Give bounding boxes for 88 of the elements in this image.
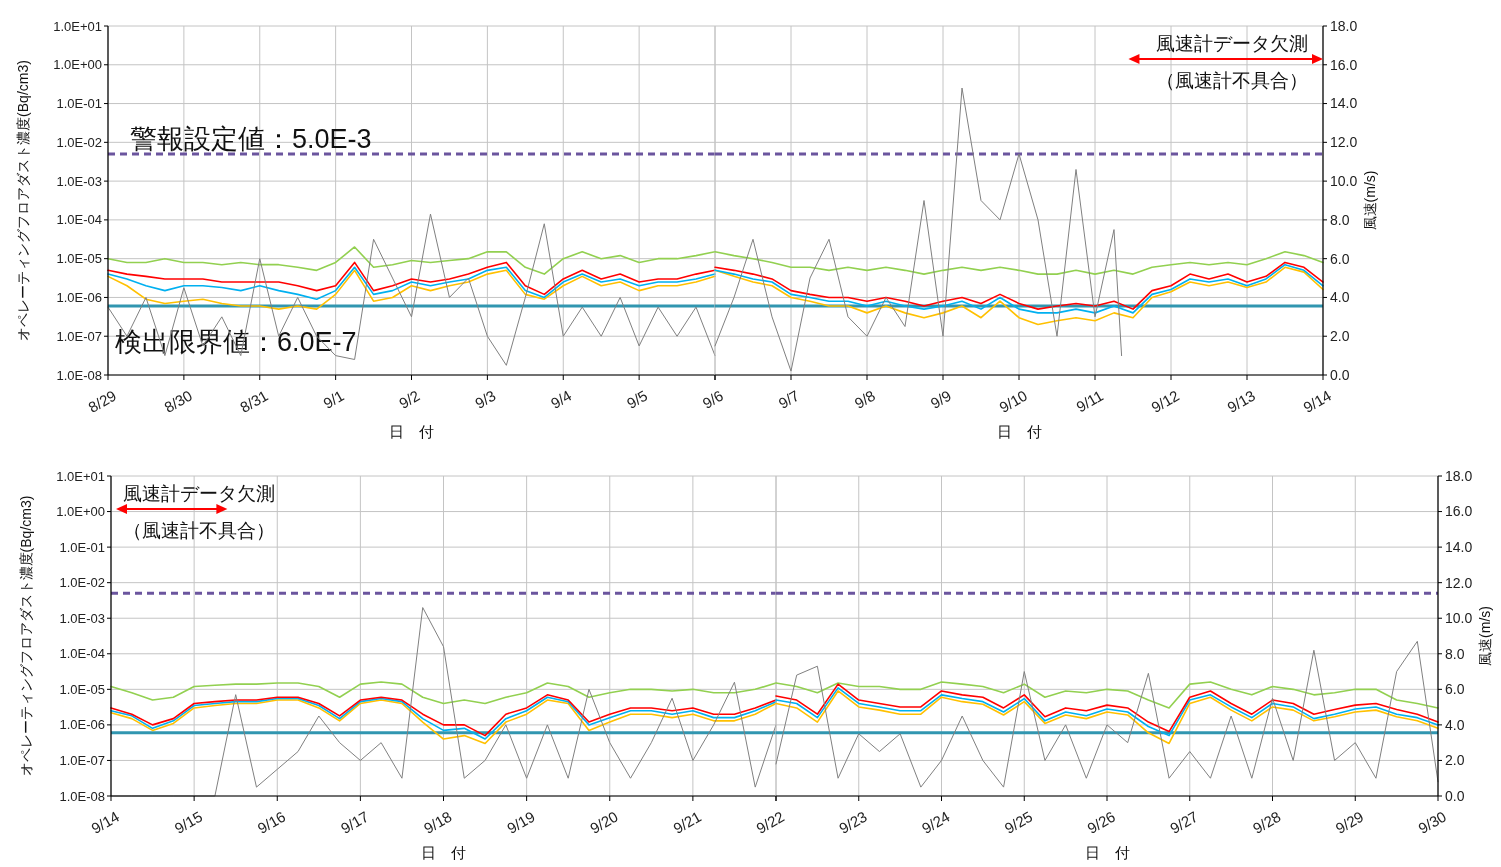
y2-tick-label: 16.0 <box>1330 56 1358 73</box>
y-tick-label: 1.0E-08 <box>59 788 105 804</box>
x-tick-label: 9/14 <box>1300 386 1335 416</box>
y2-tick-label: 14.0 <box>1330 95 1358 112</box>
x-axis-title: 日 付 <box>421 844 466 861</box>
x-tick-label: 9/20 <box>587 807 621 837</box>
x-tick-label: 9/17 <box>337 807 372 837</box>
y2-tick-label: 6.0 <box>1445 681 1465 698</box>
annotation: 風速計データ欠測 <box>1156 33 1308 54</box>
x-tick-label: 8/31 <box>237 386 271 416</box>
y2-tick-label: 10.0 <box>1330 173 1358 190</box>
y-tick-label: 1.0E-07 <box>59 752 105 768</box>
y2-tick-label: 4.0 <box>1445 716 1465 733</box>
x-tick-label: 9/8 <box>851 386 879 412</box>
annotation: （風速計不具合） <box>1156 70 1308 91</box>
y-tick-label: 1.0E+00 <box>56 504 105 520</box>
x-axis-title: 日 付 <box>389 423 434 440</box>
y2-tick-label: 2.0 <box>1445 752 1465 769</box>
y2-axis-title: 風速(m/s) <box>1477 606 1493 666</box>
y-tick-label: 1.0E-07 <box>56 328 102 344</box>
y2-tick-label: 0.0 <box>1330 366 1350 383</box>
x-tick-label: 9/24 <box>918 807 953 837</box>
y-tick-label: 1.0E-04 <box>59 646 105 662</box>
y2-axis-title: 風速(m/s) <box>1362 170 1378 231</box>
y-axis-title: オペレーティングフロアダスト濃度(Bq/cm3) <box>18 495 34 777</box>
x-tick-label: 9/14 <box>88 807 123 837</box>
y-tick-label: 1.0E-03 <box>56 173 102 189</box>
y-tick-label: 1.0E+00 <box>53 57 102 73</box>
x-tick-label: 9/10 <box>996 386 1031 416</box>
x-axis-title: 日 付 <box>1084 844 1130 861</box>
x-tick-label: 9/1 <box>320 386 347 412</box>
x-tick-label: 9/16 <box>254 807 289 837</box>
x-tick-label: 9/3 <box>471 386 499 412</box>
y2-tick-label: 0.0 <box>1445 787 1465 804</box>
y2-tick-label: 18.0 <box>1330 17 1358 34</box>
x-tick-label: 9/13 <box>1224 386 1259 416</box>
y2-tick-label: 6.0 <box>1330 250 1350 267</box>
y2-tick-label: 14.0 <box>1445 539 1473 556</box>
y-tick-label: 1.0E-01 <box>59 539 105 555</box>
x-tick-label: 9/4 <box>547 386 575 412</box>
y2-tick-label: 12.0 <box>1445 574 1473 591</box>
y-tick-label: 1.0E-05 <box>56 251 102 267</box>
y-tick-label: 1.0E-05 <box>59 681 105 697</box>
y2-tick-label: 10.0 <box>1445 610 1473 627</box>
x-tick-label: 9/29 <box>1332 807 1367 837</box>
x-tick-label: 9/19 <box>503 807 538 837</box>
x-tick-label: 9/23 <box>836 807 870 837</box>
x-tick-label: 9/12 <box>1148 386 1183 416</box>
y-tick-label: 1.0E-04 <box>56 212 102 228</box>
annotation: （風速計不具合） <box>123 520 275 541</box>
y-tick-label: 1.0E-01 <box>56 96 102 112</box>
ref-line-label: 警報設定値：5.0E-3 <box>130 124 372 155</box>
x-tick-label: 9/27 <box>1167 807 1201 837</box>
y2-tick-label: 16.0 <box>1445 503 1473 520</box>
y-tick-label: 1.0E+01 <box>53 18 102 34</box>
y-tick-label: 1.0E-06 <box>59 717 105 733</box>
y2-tick-label: 18.0 <box>1445 467 1473 484</box>
x-tick-label: 9/11 <box>1073 386 1107 416</box>
annotation: 風速計データ欠測 <box>123 483 275 504</box>
x-tick-label: 9/6 <box>699 386 727 412</box>
x-tick-label: 8/29 <box>85 386 120 416</box>
x-tick-label: 9/26 <box>1084 807 1119 837</box>
x-tick-label: 9/2 <box>396 386 423 412</box>
x-tick-label: 9/9 <box>927 386 955 412</box>
x-tick-label: 9/15 <box>171 807 206 837</box>
y-axis-title: オペレーティングフロアダスト濃度(Bq/cm3) <box>15 60 31 341</box>
y-tick-label: 1.0E-06 <box>56 289 102 305</box>
y-tick-label: 1.0E+01 <box>56 468 105 484</box>
y2-tick-label: 8.0 <box>1445 645 1465 662</box>
x-axis-title: 日 付 <box>996 423 1042 440</box>
x-tick-label: 9/22 <box>753 807 788 837</box>
x-tick-label: 9/30 <box>1415 807 1450 837</box>
y-tick-label: 1.0E-03 <box>59 610 105 626</box>
y-tick-label: 1.0E-08 <box>56 367 102 383</box>
x-tick-label: 9/5 <box>623 386 651 412</box>
y2-tick-label: 4.0 <box>1330 289 1350 306</box>
x-tick-label: 9/18 <box>420 807 455 837</box>
x-tick-label: 9/28 <box>1249 807 1284 837</box>
y2-tick-label: 2.0 <box>1330 328 1350 345</box>
x-tick-label: 9/25 <box>1001 807 1036 837</box>
y-tick-label: 1.0E-02 <box>56 134 102 150</box>
x-tick-label: 8/30 <box>161 386 195 416</box>
y2-tick-label: 8.0 <box>1330 211 1350 228</box>
ref-line-label: 検出限界値：6.0E-7 <box>115 327 357 358</box>
y2-tick-label: 12.0 <box>1330 134 1358 151</box>
x-tick-label: 9/7 <box>775 386 803 412</box>
x-tick-label: 9/21 <box>670 807 704 837</box>
y-tick-label: 1.0E-02 <box>59 575 105 591</box>
